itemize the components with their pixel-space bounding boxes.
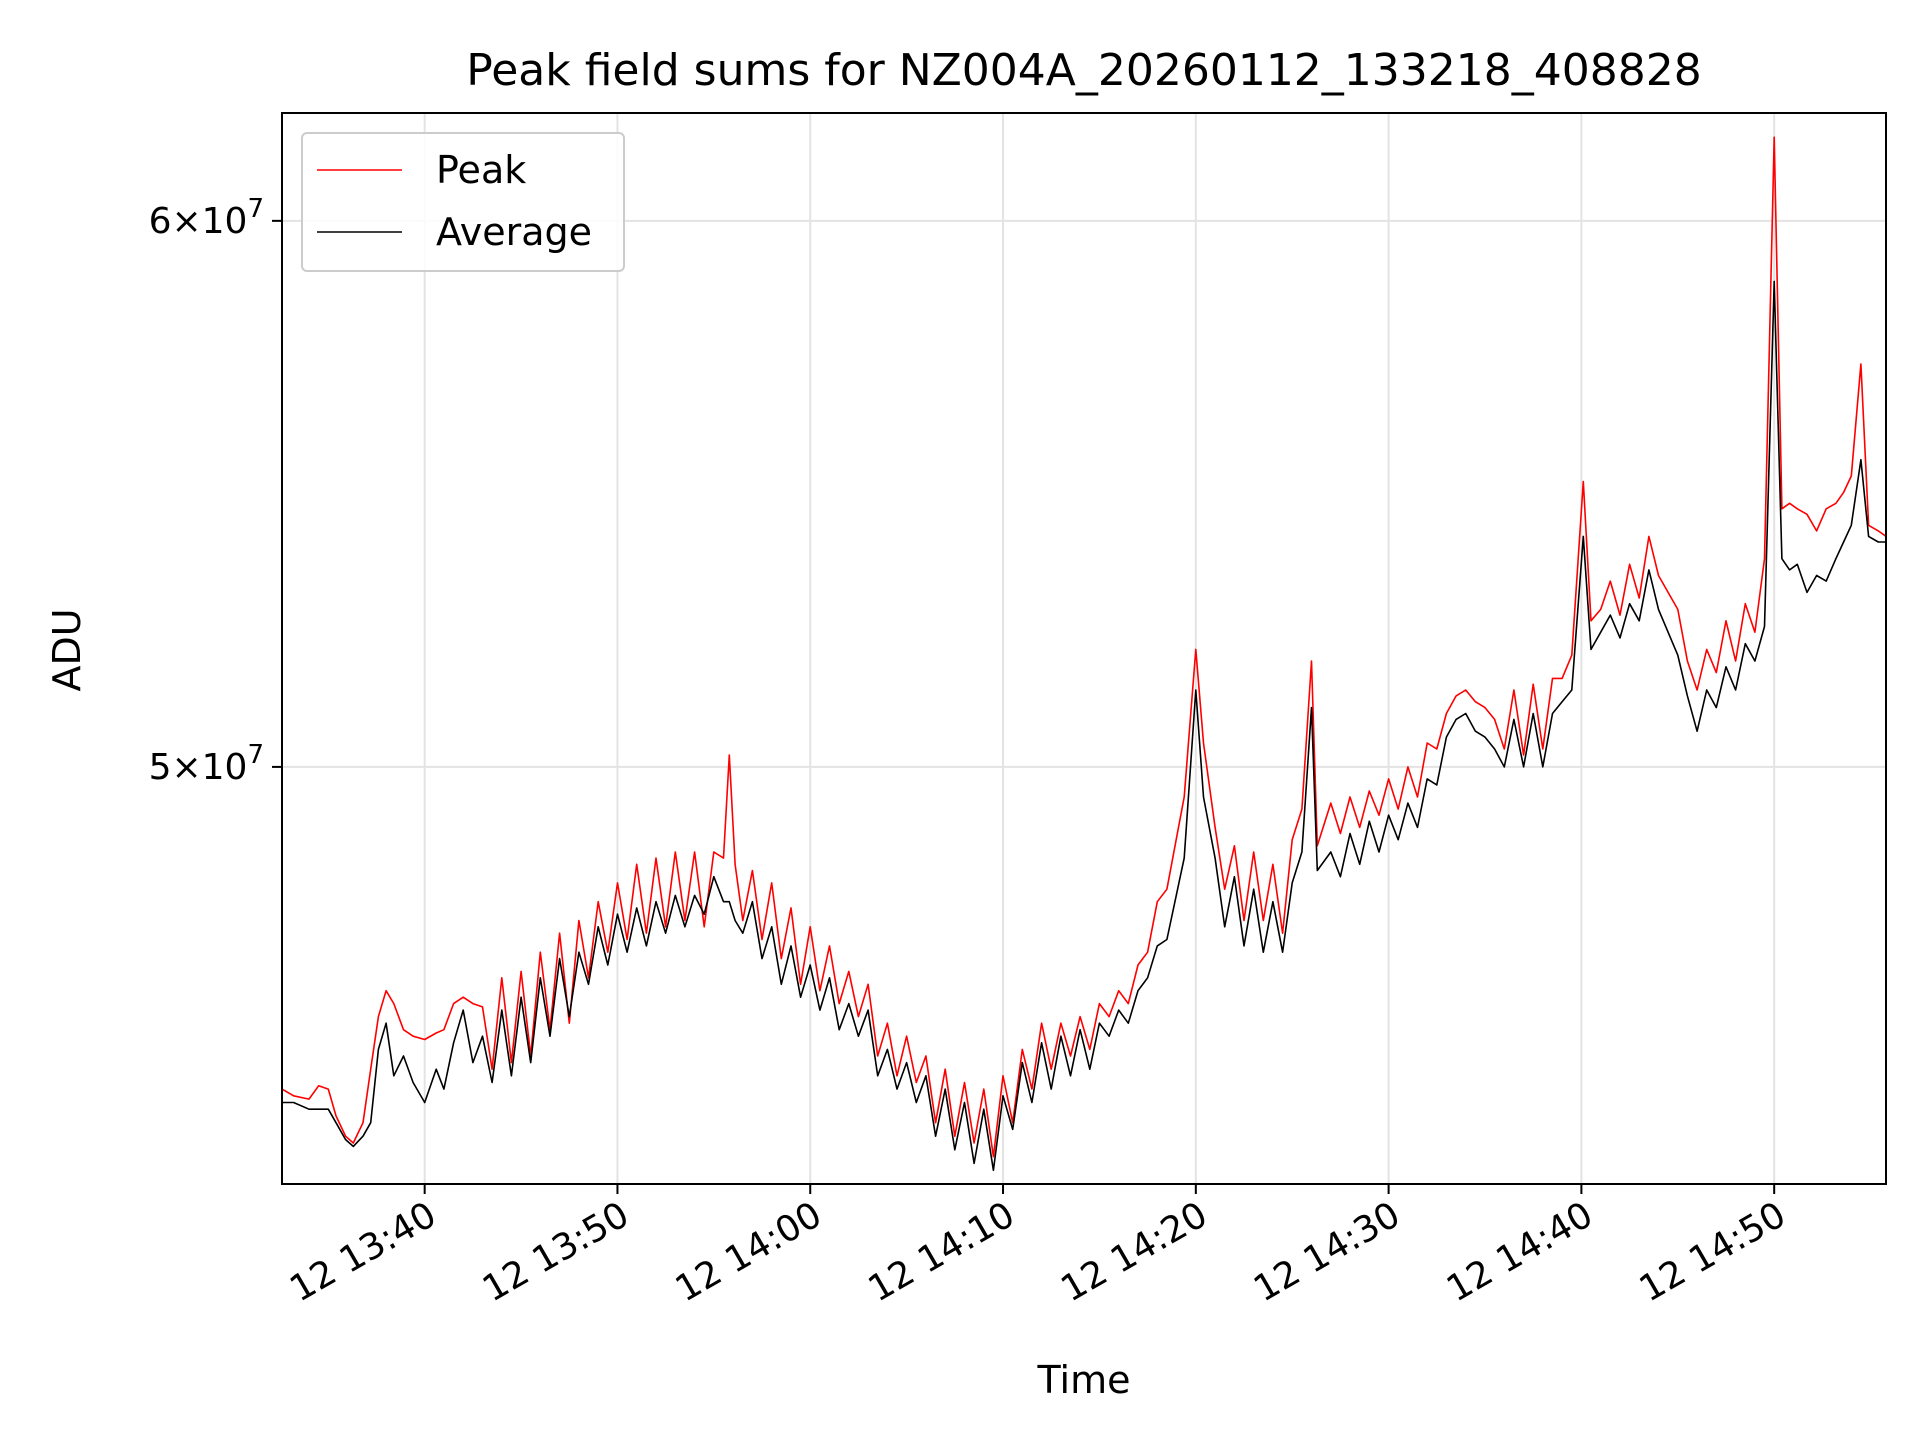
series-layer — [282, 136, 1886, 1172]
legend-label-peak: Peak — [436, 148, 526, 192]
y-axis-label: ADU — [45, 608, 89, 691]
y-tick-exponent: 7 — [247, 740, 264, 770]
y-tick-label: 6×107 — [149, 194, 264, 242]
y-tick-label: 5×107 — [149, 740, 264, 788]
plot-frame — [281, 112, 1887, 1185]
y-tick-exponent: 7 — [247, 194, 264, 224]
x-axis-label: Time — [1037, 1358, 1131, 1402]
chart-title: Peak field sums for NZ004A_20260112_1332… — [466, 45, 1701, 96]
y-tick-multiplier: ×10 — [171, 201, 247, 242]
y-tick-mantissa: 5 — [149, 747, 172, 788]
legend-box — [301, 132, 625, 272]
legend-label-average: Average — [436, 210, 592, 254]
series-line-average — [282, 280, 1886, 1172]
y-tick-mantissa: 6 — [149, 201, 172, 242]
y-tick-multiplier: ×10 — [171, 747, 247, 788]
legend: Peak Average — [301, 132, 625, 272]
